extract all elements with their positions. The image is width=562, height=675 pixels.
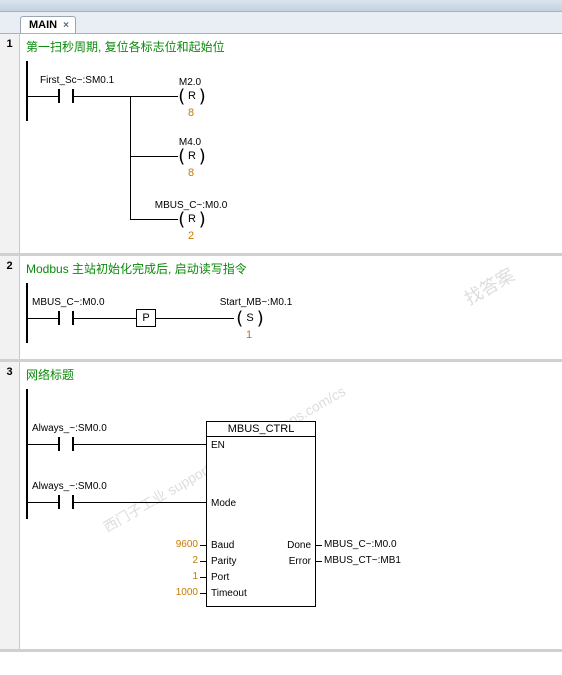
coil-label: Start_MB~:M0.1	[206, 297, 306, 308]
contact[interactable]	[52, 311, 80, 325]
contact[interactable]	[52, 89, 80, 103]
function-block[interactable]: MBUS_CTRL EN Mode Baud Parity Port Timeo…	[206, 421, 316, 607]
pin: Timeout	[211, 588, 247, 599]
pin-value: MBUS_C~:M0.0	[324, 539, 397, 550]
network-number: 3	[0, 362, 20, 649]
coil-label: MBUS_C~:M0.0	[146, 200, 236, 211]
network-body: Modbus 主站初始化完成后, 启动读写指令 MBUS_C~:M0.0 P S…	[20, 256, 562, 359]
network-title: Modbus 主站初始化完成后, 启动读写指令	[26, 260, 556, 277]
pin-value: 1	[146, 571, 198, 582]
pin-value: 9600	[146, 539, 198, 550]
network: 1 第一扫秒周期, 复位各标志位和起始位 First_Sc~:SM0.1 M2.…	[0, 34, 562, 256]
network-number: 2	[0, 256, 20, 359]
coil[interactable]: (S)	[234, 310, 266, 328]
coil-count: 2	[188, 230, 194, 242]
contact[interactable]	[52, 495, 80, 509]
network-title: 第一扫秒周期, 复位各标志位和起始位	[26, 38, 556, 55]
pin: Done	[287, 540, 311, 551]
tabbar: MAIN ×	[0, 12, 562, 34]
pin: EN	[211, 440, 225, 451]
plc-editor-window: MAIN × 1 第一扫秒周期, 复位各标志位和起始位 First_Sc~:SM…	[0, 0, 562, 675]
network: 2 Modbus 主站初始化完成后, 启动读写指令 MBUS_C~:M0.0 P…	[0, 256, 562, 362]
close-icon[interactable]: ×	[63, 20, 69, 31]
coil[interactable]: (R)	[176, 148, 208, 166]
pin-value: 1000	[146, 587, 198, 598]
pin: Port	[211, 572, 229, 583]
contact-label: Always_~:SM0.0	[32, 423, 107, 434]
contact-label: First_Sc~:SM0.1	[40, 75, 114, 86]
titlebar	[0, 0, 562, 12]
network-number: 1	[0, 34, 20, 253]
pin: Parity	[211, 556, 237, 567]
contact[interactable]	[52, 437, 80, 451]
coil-count: 8	[188, 107, 194, 119]
coil[interactable]: (R)	[176, 88, 208, 106]
tab-main[interactable]: MAIN ×	[20, 16, 76, 33]
network: 3 网络标题 西门子工业 support.industry.siemens.co…	[0, 362, 562, 652]
contact-label: Always_~:SM0.0	[32, 481, 107, 492]
coil-count: 1	[246, 329, 252, 341]
edge-box[interactable]: P	[136, 309, 156, 327]
network-body: 第一扫秒周期, 复位各标志位和起始位 First_Sc~:SM0.1 M2.0 …	[20, 34, 562, 253]
networks-area: 1 第一扫秒周期, 复位各标志位和起始位 First_Sc~:SM0.1 M2.…	[0, 34, 562, 675]
block-name: MBUS_CTRL	[207, 422, 315, 437]
network-title: 网络标题	[26, 366, 556, 383]
network-body: 网络标题 西门子工业 support.industry.siemens.com/…	[20, 362, 562, 649]
coil-count: 8	[188, 167, 194, 179]
tab-label: MAIN	[29, 19, 57, 31]
coil[interactable]: (R)	[176, 211, 208, 229]
pin-value: MBUS_CT~:MB1	[324, 555, 401, 566]
pin: Mode	[211, 498, 236, 509]
pin: Error	[289, 556, 311, 567]
contact-label: MBUS_C~:M0.0	[32, 297, 105, 308]
pin: Baud	[211, 540, 234, 551]
pin-value: 2	[146, 555, 198, 566]
